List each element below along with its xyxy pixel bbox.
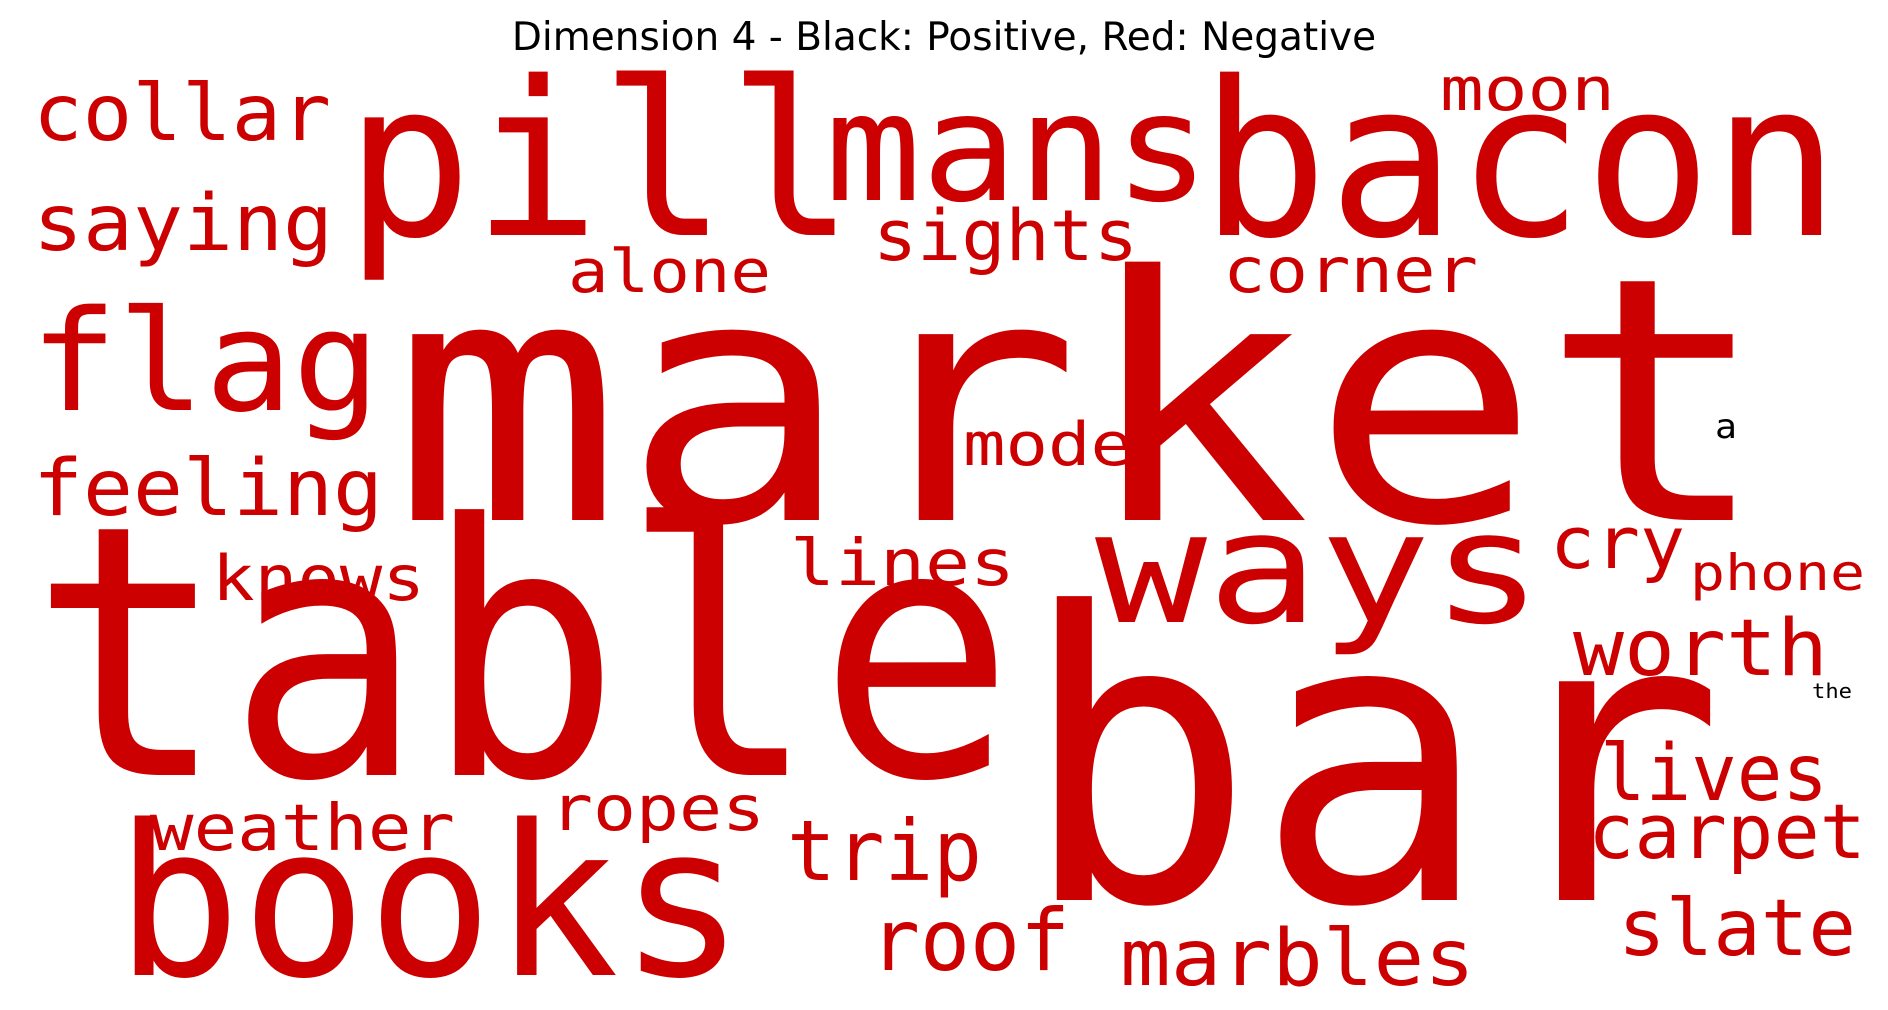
word-trip: trip	[787, 802, 982, 900]
word-mans: mans	[825, 62, 1210, 236]
word-collar: collar	[33, 69, 331, 159]
word-a: a	[1715, 407, 1737, 447]
figure-title: Dimension 4 - Black: Positive, Red: Nega…	[511, 15, 1377, 60]
word-corner: corner	[1223, 234, 1478, 307]
word-bar: bar	[1020, 530, 1725, 995]
word-market: market	[392, 205, 1770, 601]
word-bacon: bacon	[1200, 35, 1840, 286]
word-marbles: marbles	[1120, 914, 1475, 1004]
word-lives: lives	[1600, 729, 1828, 819]
word-the: the	[1812, 679, 1852, 703]
word-feeling: feeling	[33, 444, 383, 534]
word-roof: roof	[870, 891, 1070, 991]
word-saying: saying	[33, 179, 333, 269]
word-knows: knows	[212, 542, 425, 615]
word-weather: weather	[150, 792, 455, 866]
word-lines: lines	[790, 527, 1015, 601]
word-mode: mode	[963, 410, 1133, 480]
word-alone: alone	[568, 237, 771, 307]
word-cry: cry	[1550, 501, 1685, 585]
word-sights: sights	[873, 195, 1138, 277]
word-ways: ways	[1095, 478, 1543, 659]
word-table: table	[30, 450, 1015, 858]
word-flag: flag	[30, 281, 380, 444]
word-moon: moon	[1440, 55, 1615, 125]
word-phone: phone	[1690, 544, 1865, 602]
word-carpet: carpet	[1588, 787, 1866, 876]
word-worth: worth	[1573, 604, 1828, 694]
word-books: books	[115, 780, 745, 1010]
word-pill: pill	[345, 35, 855, 286]
word-ropes: ropes	[550, 772, 765, 845]
word-slate: slate	[1618, 884, 1856, 974]
